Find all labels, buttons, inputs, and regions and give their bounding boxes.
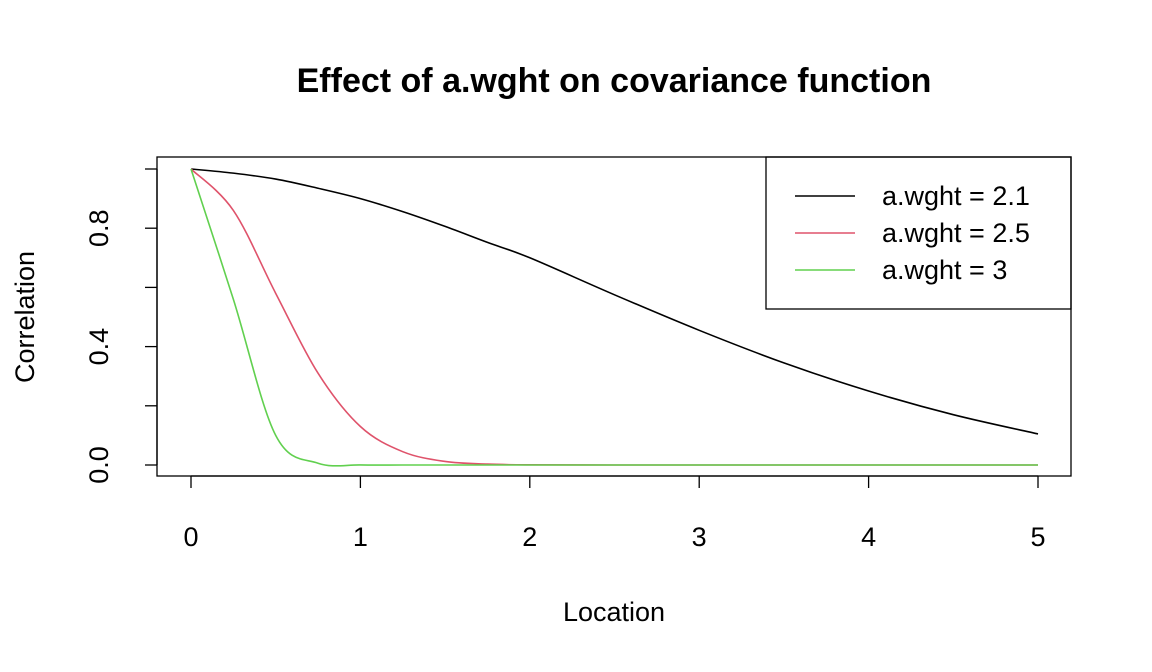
series-line-2 <box>190 168 1038 466</box>
x-axis: 0 1 2 3 4 5 <box>183 475 1046 552</box>
y-tick-label: 0.8 <box>84 209 114 247</box>
x-axis-title: Location <box>563 597 665 627</box>
legend-label: a.wght = 2.1 <box>882 181 1030 211</box>
legend-box <box>765 156 1072 310</box>
y-axis: 0.0 0.4 0.8 <box>84 168 158 484</box>
legend-label: a.wght = 3 <box>882 255 1007 285</box>
x-tick-label: 1 <box>353 522 368 552</box>
y-tick-label: 0.0 <box>84 446 114 484</box>
chart-title: Effect of a.wght on covariance function <box>297 62 932 100</box>
legend: a.wght = 2.1 a.wght = 2.5 a.wght = 3 <box>765 156 1072 310</box>
series-line-3 <box>190 168 1038 467</box>
x-tick-label: 3 <box>692 522 707 552</box>
x-tick-label: 2 <box>522 522 537 552</box>
legend-items: a.wght = 2.1 a.wght = 2.5 a.wght = 3 <box>795 181 1030 285</box>
y-axis-title: Correlation <box>10 251 40 383</box>
legend-label: a.wght = 2.5 <box>882 218 1030 248</box>
x-tick-label: 0 <box>183 522 198 552</box>
series-group <box>190 168 1039 467</box>
x-tick-label: 4 <box>861 522 876 552</box>
series-line-1 <box>190 168 1039 435</box>
x-tick-label: 5 <box>1030 522 1045 552</box>
y-tick-label: 0.4 <box>84 328 114 366</box>
